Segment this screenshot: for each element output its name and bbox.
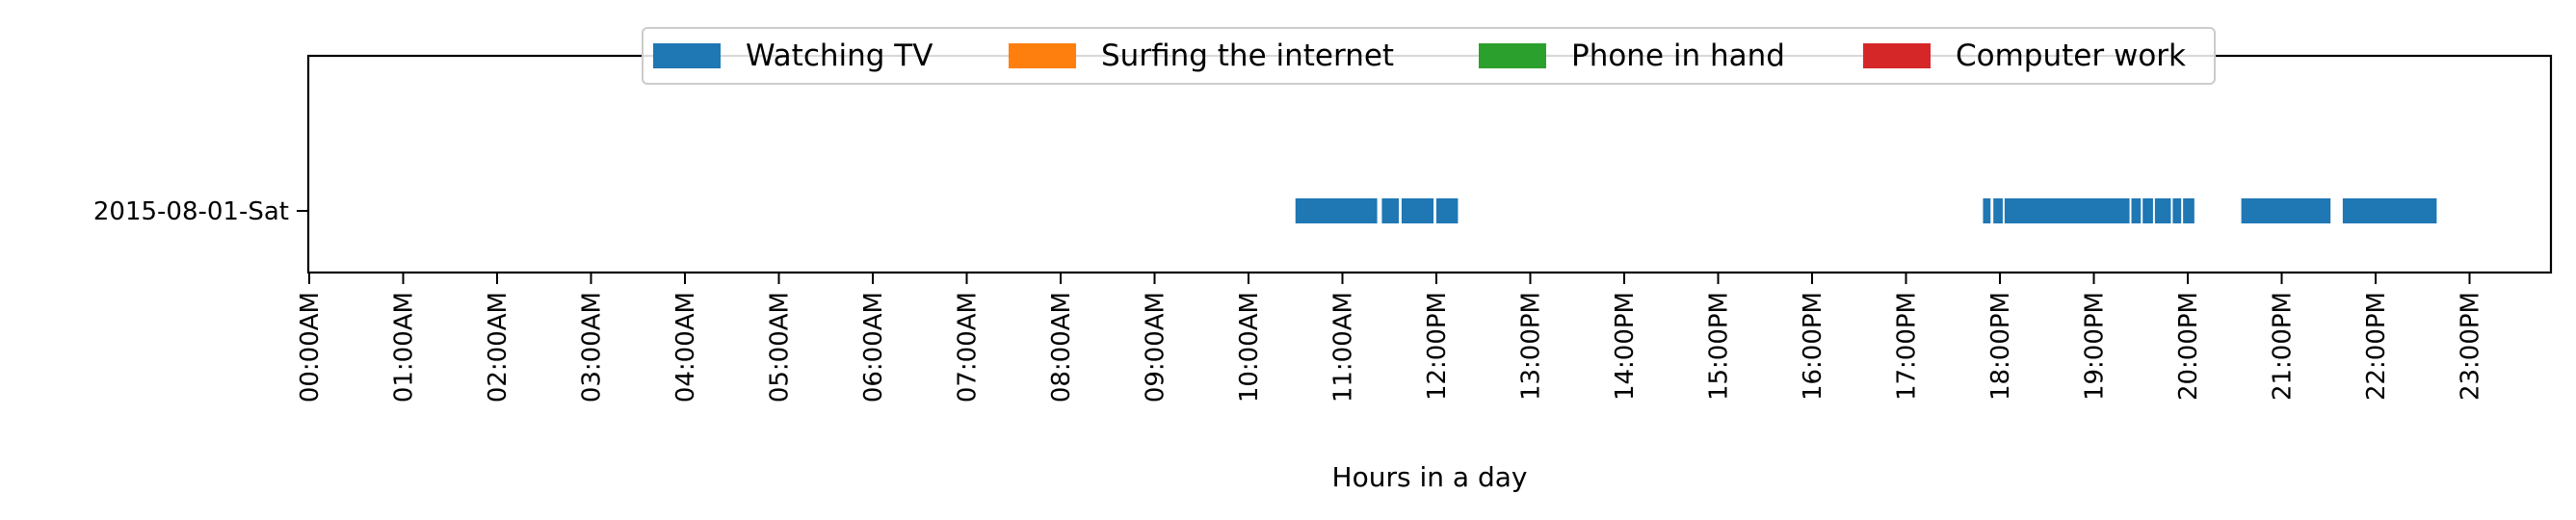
- x-tick-label-6: 06:00AM: [859, 292, 888, 403]
- bar-0-1: [1381, 198, 1399, 223]
- legend-swatch-0: [653, 43, 721, 68]
- bar-0-6: [2004, 198, 2130, 223]
- bar-0-10: [2172, 198, 2182, 223]
- x-tick-label-21: 21:00PM: [2269, 292, 2298, 401]
- bar-0-7: [2131, 198, 2142, 223]
- x-tick-label-19: 19:00PM: [2081, 292, 2110, 401]
- bar-0-0: [1295, 198, 1378, 223]
- x-tick-label-15: 15:00PM: [1705, 292, 1734, 401]
- x-tick-label-16: 16:00PM: [1799, 292, 1827, 401]
- x-tick-label-23: 23:00PM: [2457, 292, 2485, 401]
- legend-label-3: Computer work: [1956, 39, 2186, 73]
- bar-0-12: [2241, 198, 2331, 223]
- x-tick-label-5: 05:00AM: [766, 292, 795, 403]
- bar-0-8: [2142, 198, 2153, 223]
- legend-box: [642, 27, 2216, 85]
- x-tick-label-18: 18:00PM: [1986, 292, 2015, 401]
- legend: Watching TV Surfing the internet Phone in …: [642, 27, 2216, 85]
- bar-0-2: [1401, 198, 1434, 223]
- x-tick-label-4: 04:00AM: [671, 292, 700, 403]
- legend-label-1: Surfing the internet: [1101, 39, 1394, 73]
- x-tick-label-11: 11:00AM: [1329, 292, 1358, 403]
- x-tick-label-13: 13:00PM: [1517, 292, 1546, 401]
- x-tick-label-8: 08:00AM: [1047, 292, 1076, 403]
- x-tick-label-22: 22:00PM: [2362, 292, 2391, 401]
- y-tick-label-0: 2015-08-01-Sat: [93, 197, 289, 226]
- bar-0-11: [2183, 198, 2195, 223]
- bar-0-13: [2342, 198, 2437, 223]
- legend-swatch-1: [1009, 43, 1076, 68]
- plot-frame: [306, 54, 2553, 274]
- x-axis: 00:00AM 01:00AM 02:00AM 03:00AM 04:00AM 05:00…: [296, 273, 2485, 403]
- bar-0-4: [1983, 198, 1991, 223]
- legend-label-0: Watching TV: [746, 39, 933, 73]
- x-tick-label-2: 02:00AM: [484, 292, 513, 403]
- bar-0-3: [1436, 198, 1459, 223]
- legend-swatch-3: [1863, 43, 1931, 68]
- bar-0-9: [2154, 198, 2171, 223]
- x-tick-label-12: 12:00PM: [1423, 292, 1452, 401]
- x-tick-label-1: 01:00AM: [390, 292, 419, 403]
- legend-label-2: Phone in hand: [1571, 39, 1785, 73]
- x-tick-label-20: 20:00PM: [2174, 292, 2203, 401]
- legend-swatch-2: [1479, 43, 1546, 68]
- x-tick-label-3: 03:00AM: [578, 292, 607, 403]
- x-tick-label-17: 17:00PM: [1893, 292, 1922, 401]
- activity-bars: [1295, 198, 2437, 223]
- x-tick-label-10: 10:00AM: [1235, 292, 1264, 403]
- x-tick-label-0: 00:00AM: [296, 292, 325, 403]
- x-tick-label-9: 09:00AM: [1142, 292, 1170, 403]
- x-tick-label-14: 14:00PM: [1611, 292, 1640, 401]
- x-axis-label: Hours in a day: [1332, 461, 1528, 493]
- bar-0-5: [1993, 198, 2003, 223]
- y-axis: 2015-08-01-Sat: [93, 197, 308, 226]
- x-tick-label-7: 07:00AM: [954, 292, 983, 403]
